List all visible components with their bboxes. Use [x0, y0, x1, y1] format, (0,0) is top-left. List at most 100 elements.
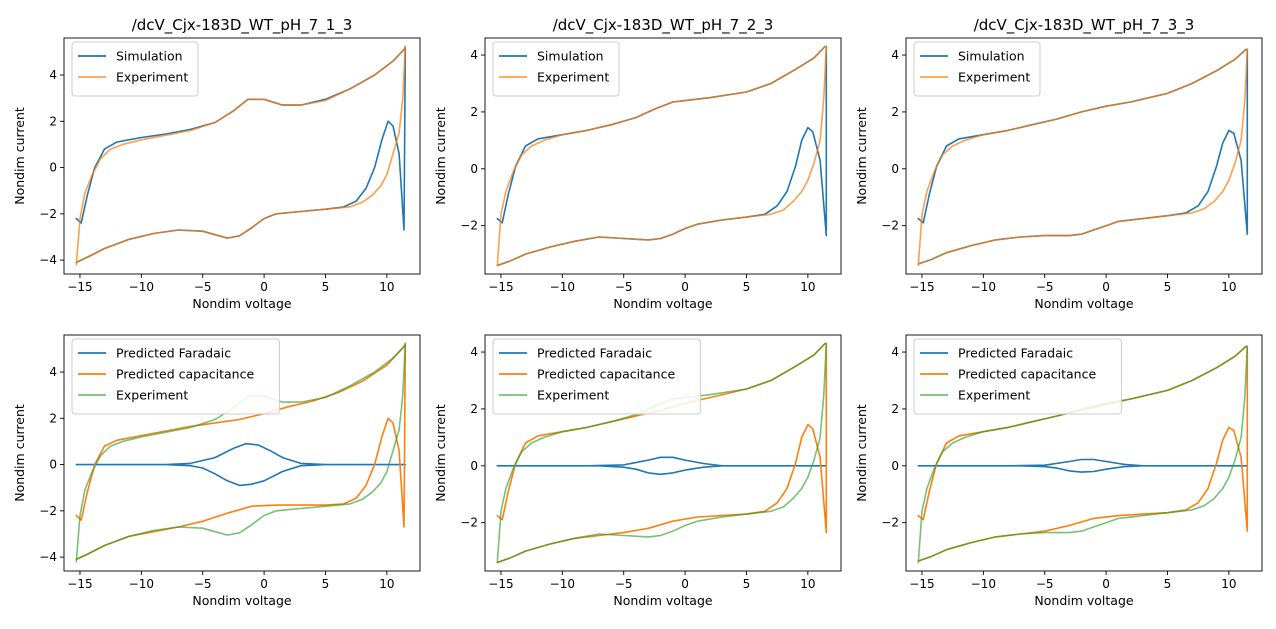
- legend-label: Predicted Faradaic: [537, 346, 652, 361]
- legend-label: Simulation: [958, 49, 1025, 64]
- y-tick-label: 0: [470, 162, 478, 176]
- x-tick-label: −10: [550, 577, 575, 591]
- y-tick-label: 0: [470, 459, 478, 473]
- y-tick-label: 2: [891, 105, 899, 119]
- y-tick-label: −2: [460, 516, 478, 530]
- x-tick-label: 0: [1102, 280, 1110, 294]
- x-tick-label: 10: [1221, 280, 1236, 294]
- x-tick-label: 0: [260, 577, 268, 591]
- series-group: [75, 45, 407, 266]
- y-tick-label: 0: [891, 459, 899, 473]
- series-line-experiment: [917, 48, 1249, 267]
- legend-label: Experiment: [116, 388, 188, 403]
- x-tick-label: −10: [971, 577, 996, 591]
- series-line-experiment: [496, 45, 828, 267]
- y-tick-label: 4: [470, 48, 478, 62]
- x-tick-label: −5: [1036, 280, 1054, 294]
- x-axis-label: Nondim voltage: [613, 296, 712, 311]
- y-tick-label: −4: [39, 550, 57, 564]
- series-group: [917, 48, 1249, 267]
- y-tick-label: 2: [49, 114, 57, 128]
- y-tick-label: −2: [881, 219, 899, 233]
- legend-label: Simulation: [537, 49, 604, 64]
- x-tick-label: 0: [681, 280, 689, 294]
- legend-label: Experiment: [958, 388, 1030, 403]
- y-tick-label: 2: [470, 105, 478, 119]
- legend-label: Simulation: [116, 49, 183, 64]
- legend: Predicted Faradaic Predicted capacitance E…: [71, 338, 280, 415]
- x-tick-label: 10: [800, 280, 815, 294]
- x-axis-label: Nondim voltage: [1034, 593, 1133, 608]
- chart-title: /dcV_Cjx-183D_WT_pH_7_1_3: [132, 16, 353, 35]
- x-tick-label: −5: [194, 577, 212, 591]
- x-tick-label: 5: [1164, 577, 1172, 591]
- x-tick-label: −15: [67, 280, 92, 294]
- y-tick-label: −2: [39, 207, 57, 221]
- series-line-experiment: [496, 342, 828, 564]
- legend-label: Predicted capacitance: [116, 367, 254, 382]
- chart-panel-5: −15 −10 −5 0 5 10 −2 0 2 4 Nondim voltage Nondim cu…: [433, 334, 842, 608]
- series-line-predicted-faradaic: [917, 458, 1249, 473]
- x-tick-label: 10: [1221, 577, 1236, 591]
- x-tick-label: −15: [909, 577, 934, 591]
- axes-frame: [905, 334, 1263, 572]
- series-group: [496, 342, 828, 564]
- x-tick-label: 10: [800, 577, 815, 591]
- y-axis-label: Nondim current: [854, 404, 869, 502]
- chart-panel-2: −15 −10 −5 0 5 10 −2 0 2 4 Nondim voltage Nondim cu…: [433, 16, 842, 311]
- y-tick-label: 2: [891, 402, 899, 416]
- legend-label: Predicted capacitance: [537, 367, 675, 382]
- legend-label: Experiment: [537, 70, 609, 85]
- chart-panel-4: −15 −10 −5 0 5 10 −4 −2 0 2 4 Nondim voltage Nondim …: [12, 334, 421, 608]
- chart-panel-6: −15 −10 −5 0 5 10 −2 0 2 4 Nondim voltage Nondim cu…: [854, 334, 1263, 608]
- series-line-experiment: [75, 45, 407, 266]
- x-tick-label: −15: [909, 280, 934, 294]
- x-tick-label: 0: [1102, 577, 1110, 591]
- x-tick-label: 5: [322, 577, 330, 591]
- axes-frame: [63, 37, 421, 275]
- x-tick-label: −5: [615, 577, 633, 591]
- series-group: [75, 342, 407, 563]
- legend: Simulation Experiment: [71, 41, 199, 97]
- y-tick-label: −4: [39, 253, 57, 267]
- y-axis-label: Nondim current: [854, 107, 869, 205]
- x-tick-label: 10: [379, 280, 394, 294]
- axes-frame: [484, 37, 842, 275]
- series-line-experiment: [917, 345, 1249, 564]
- series-line-predicted-faradaic: [496, 456, 828, 476]
- y-axis-label: Nondim current: [12, 107, 27, 205]
- series-line-experiment: [75, 342, 407, 563]
- y-tick-label: 4: [49, 365, 57, 379]
- x-tick-label: −15: [488, 577, 513, 591]
- legend-box: [71, 338, 280, 415]
- y-tick-label: 4: [49, 68, 57, 82]
- x-axis-label: Nondim voltage: [613, 593, 712, 608]
- legend-label: Predicted capacitance: [958, 367, 1096, 382]
- series-group: [917, 345, 1249, 564]
- x-axis-label: Nondim voltage: [1034, 296, 1133, 311]
- x-tick-label: −10: [129, 577, 154, 591]
- x-tick-label: 5: [1164, 280, 1172, 294]
- series-group: [496, 45, 828, 267]
- legend: Predicted Faradaic Predicted capacitance E…: [913, 338, 1122, 415]
- chart-title: /dcV_Cjx-183D_WT_pH_7_2_3: [553, 16, 774, 35]
- legend-label: Experiment: [958, 70, 1030, 85]
- x-tick-label: −10: [129, 280, 154, 294]
- series-line-predicted-faradaic: [75, 442, 407, 487]
- legend-box: [492, 338, 701, 415]
- series-line-predicted-capacitance: [75, 343, 407, 561]
- x-tick-label: 0: [681, 577, 689, 591]
- x-tick-label: −15: [488, 280, 513, 294]
- x-tick-label: 5: [743, 577, 751, 591]
- y-tick-label: 4: [470, 345, 478, 359]
- chart-title: /dcV_Cjx-183D_WT_pH_7_3_3: [974, 16, 1195, 35]
- x-tick-label: −5: [615, 280, 633, 294]
- y-axis-label: Nondim current: [433, 107, 448, 205]
- y-tick-label: 0: [891, 162, 899, 176]
- x-tick-label: 0: [260, 280, 268, 294]
- chart-panel-3: −15 −10 −5 0 5 10 −2 0 2 4 Nondim voltage Nondim cu…: [854, 16, 1263, 311]
- y-tick-label: −2: [881, 516, 899, 530]
- legend-label: Experiment: [116, 70, 188, 85]
